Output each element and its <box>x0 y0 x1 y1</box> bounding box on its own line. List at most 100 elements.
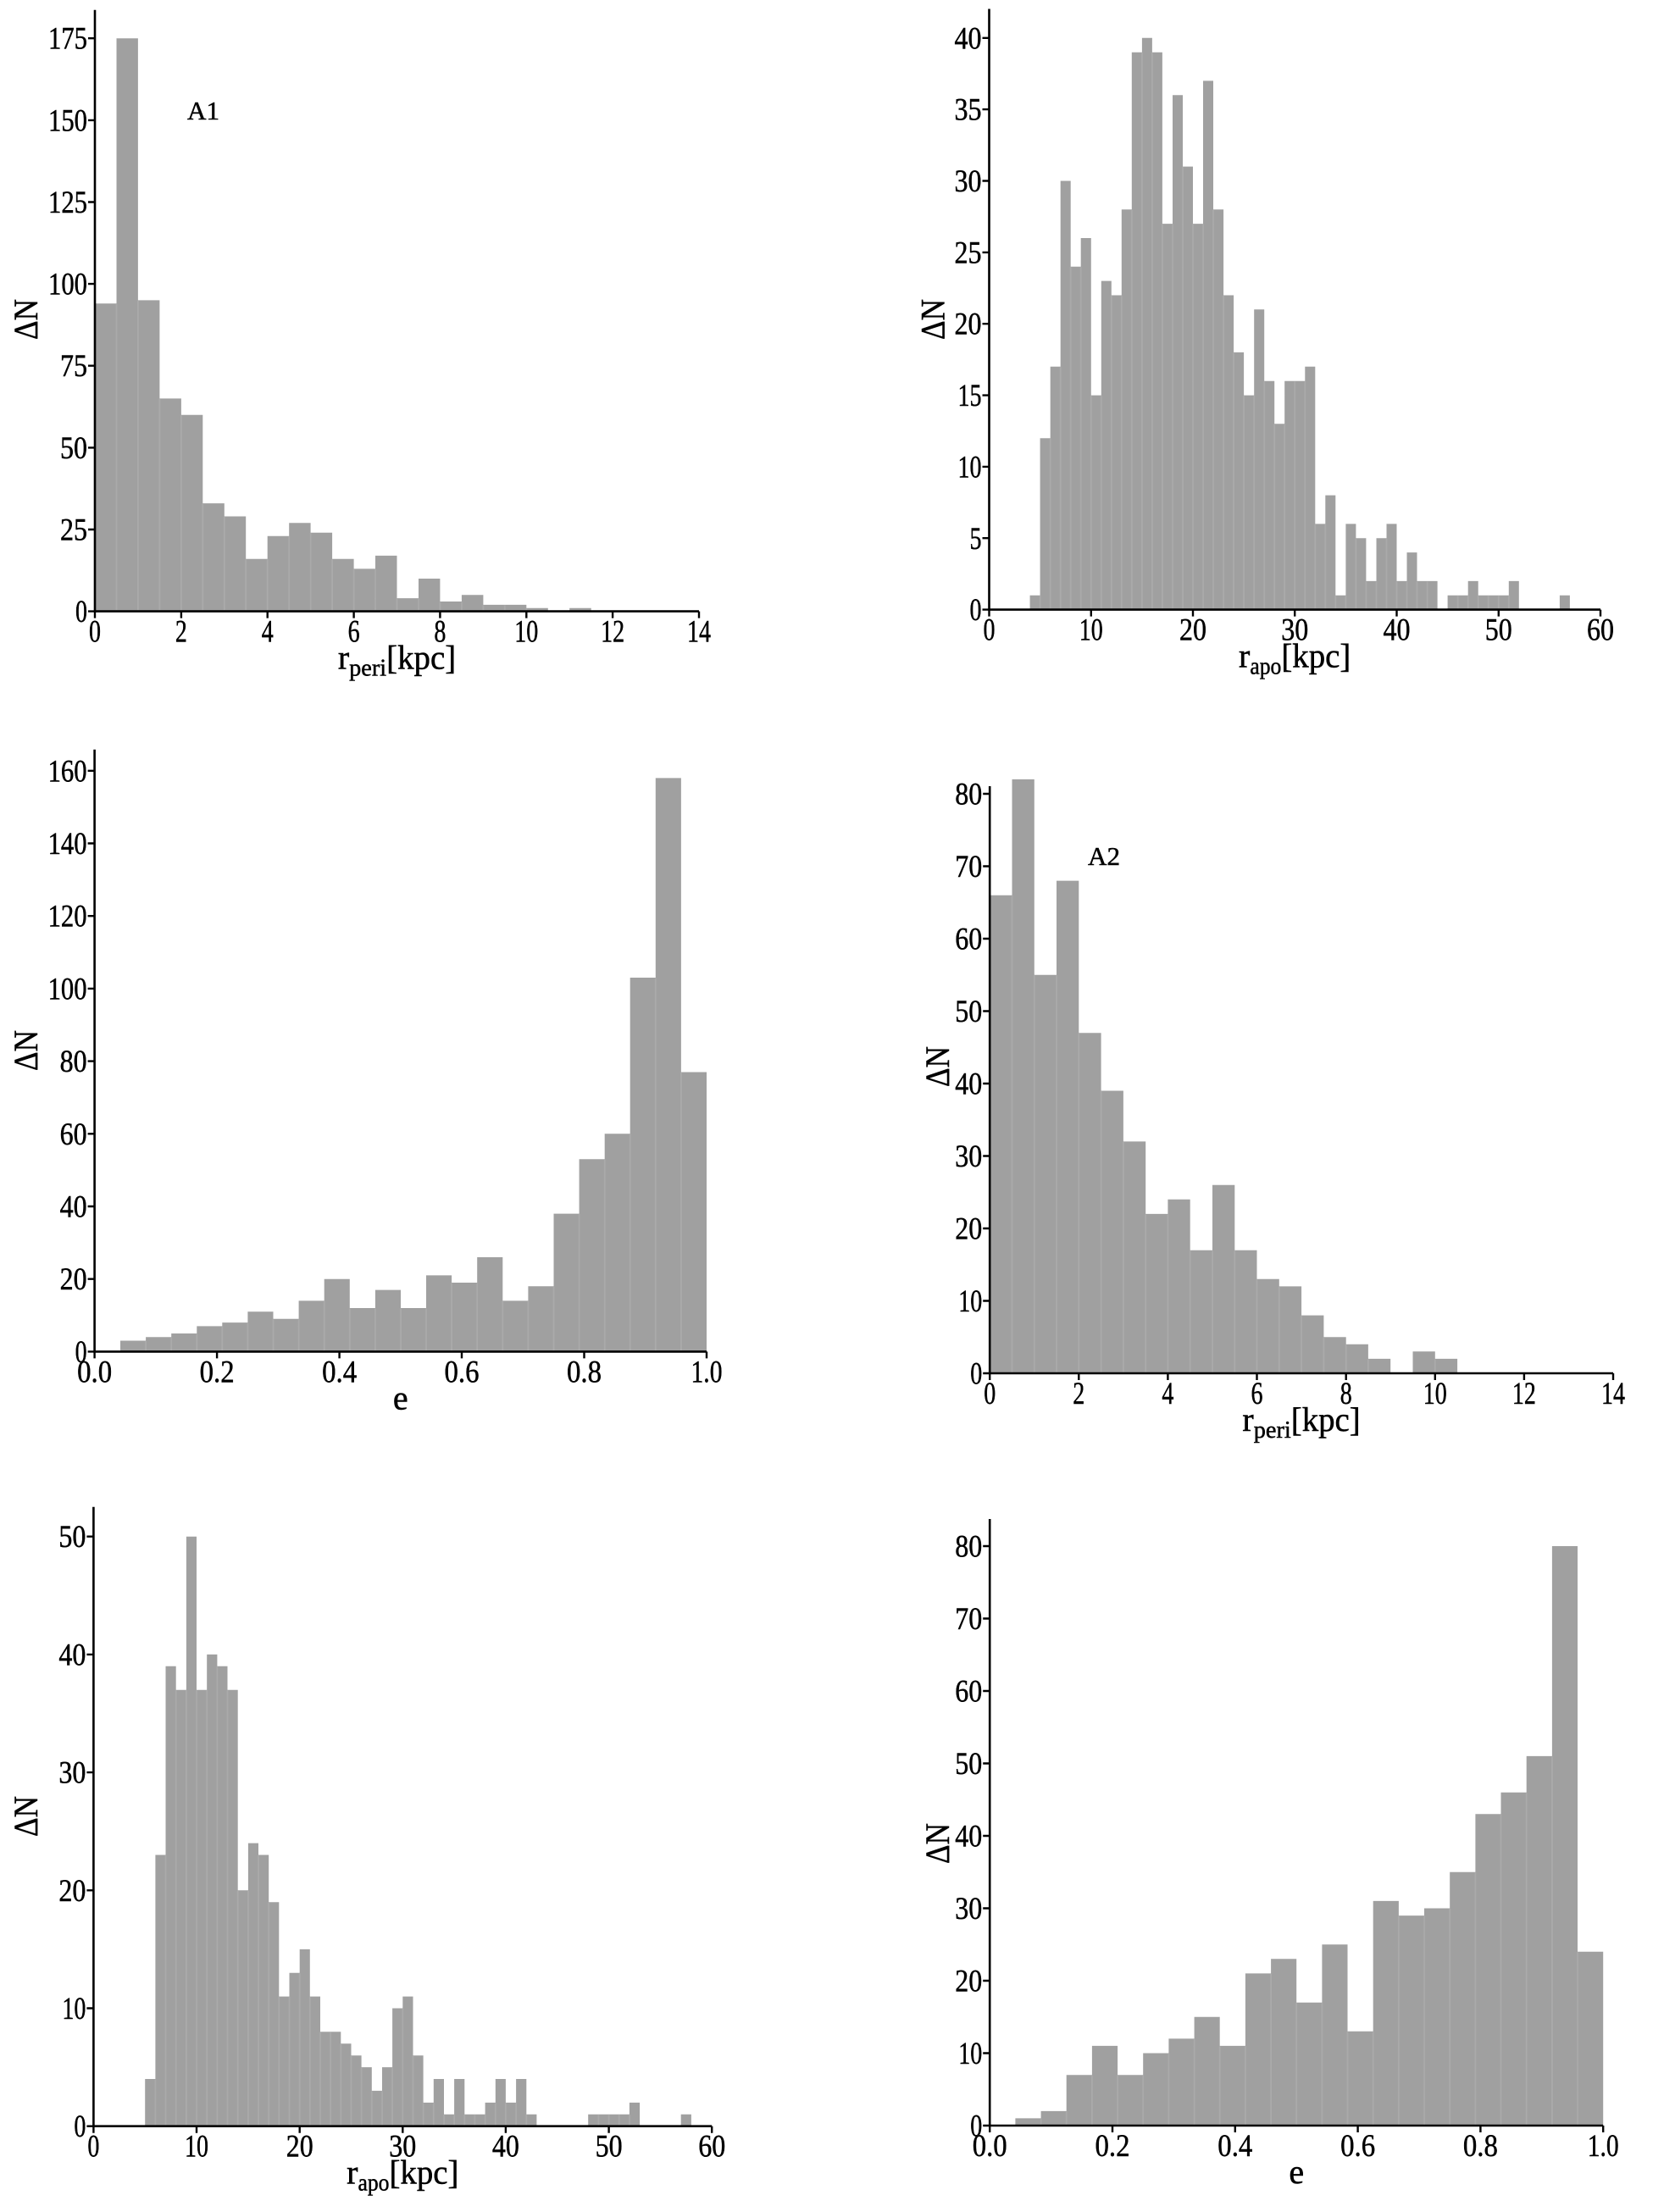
svg-text:20: 20 <box>58 1874 86 1909</box>
svg-text:10: 10 <box>62 1992 86 2026</box>
svg-text:0: 0 <box>970 1357 982 1392</box>
svg-text:30: 30 <box>58 1756 86 1791</box>
svg-text:40: 40 <box>955 1067 982 1102</box>
svg-text:0: 0 <box>89 615 101 650</box>
svg-text:ΔN: ΔN <box>7 1796 45 1837</box>
svg-text:0.8: 0.8 <box>1463 2129 1498 2164</box>
svg-text:rapo[kpc]: rapo[kpc] <box>1239 637 1351 680</box>
svg-text:30: 30 <box>389 2130 416 2165</box>
svg-text:5: 5 <box>970 522 982 557</box>
svg-text:50: 50 <box>955 1747 982 1782</box>
svg-text:50: 50 <box>596 2130 623 2165</box>
svg-text:20: 20 <box>1179 613 1206 648</box>
svg-text:ΔN: ΔN <box>918 1046 957 1087</box>
svg-text:30: 30 <box>1281 613 1308 648</box>
svg-text:20: 20 <box>955 1965 982 1999</box>
svg-text:0.6: 0.6 <box>1340 2129 1375 2164</box>
svg-text:20: 20 <box>60 1262 87 1297</box>
svg-text:70: 70 <box>955 1602 982 1637</box>
svg-text:10: 10 <box>958 2037 982 2071</box>
svg-text:0.6: 0.6 <box>445 1355 480 1389</box>
svg-text:50: 50 <box>1485 613 1512 648</box>
svg-text:A2: A2 <box>1088 841 1120 871</box>
svg-text:40: 40 <box>60 1190 87 1225</box>
svg-text:15: 15 <box>958 379 982 413</box>
svg-text:60: 60 <box>1587 613 1614 648</box>
svg-text:8: 8 <box>1340 1377 1352 1411</box>
svg-text:10: 10 <box>1423 1377 1447 1411</box>
svg-text:0.0: 0.0 <box>77 1355 112 1389</box>
svg-text:10: 10 <box>185 2130 208 2165</box>
svg-text:0.8: 0.8 <box>567 1355 602 1389</box>
svg-text:0: 0 <box>75 595 87 629</box>
svg-text:12: 12 <box>1512 1377 1536 1411</box>
svg-text:30: 30 <box>955 1139 982 1174</box>
svg-text:20: 20 <box>286 2130 313 2165</box>
svg-text:35: 35 <box>955 93 982 128</box>
svg-text:70: 70 <box>955 850 982 884</box>
svg-text:0: 0 <box>984 1377 996 1411</box>
svg-text:150: 150 <box>48 103 87 138</box>
svg-text:30: 30 <box>955 1892 982 1926</box>
svg-text:1.0: 1.0 <box>1588 2129 1619 2164</box>
svg-text:60: 60 <box>955 1675 982 1710</box>
svg-text:14: 14 <box>687 615 711 650</box>
svg-text:100: 100 <box>48 268 87 302</box>
svg-text:e: e <box>1289 2153 1304 2191</box>
svg-text:ΔN: ΔN <box>914 299 952 340</box>
svg-text:175: 175 <box>48 22 87 57</box>
svg-text:80: 80 <box>60 1045 87 1079</box>
svg-text:0.0: 0.0 <box>973 2129 1007 2164</box>
svg-text:75: 75 <box>60 349 87 384</box>
svg-text:0.2: 0.2 <box>1095 2129 1130 2164</box>
svg-text:2: 2 <box>1073 1377 1084 1411</box>
svg-text:rperi[kpc]: rperi[kpc] <box>1242 1400 1360 1444</box>
svg-text:50: 50 <box>60 431 87 466</box>
svg-text:10: 10 <box>1079 613 1103 648</box>
svg-text:0: 0 <box>87 2130 99 2165</box>
svg-text:0.4: 0.4 <box>322 1355 357 1389</box>
svg-text:80: 80 <box>955 1530 982 1565</box>
svg-text:14: 14 <box>1601 1377 1625 1411</box>
svg-text:ΔN: ΔN <box>7 1030 45 1071</box>
svg-text:125: 125 <box>48 186 87 220</box>
svg-text:100: 100 <box>48 972 87 1006</box>
svg-text:12: 12 <box>601 615 624 650</box>
svg-text:10: 10 <box>514 615 538 650</box>
svg-text:0.4: 0.4 <box>1217 2129 1252 2164</box>
svg-text:40: 40 <box>955 21 982 56</box>
svg-text:4: 4 <box>1162 1377 1173 1411</box>
svg-text:ΔN: ΔN <box>7 299 45 340</box>
svg-text:40: 40 <box>492 2130 519 2165</box>
svg-text:6: 6 <box>348 615 360 650</box>
svg-text:25: 25 <box>60 513 87 548</box>
svg-text:20: 20 <box>955 1212 982 1247</box>
svg-text:0: 0 <box>970 593 982 628</box>
svg-text:8: 8 <box>434 615 446 650</box>
svg-text:0.2: 0.2 <box>200 1355 235 1389</box>
svg-text:10: 10 <box>958 1284 982 1319</box>
svg-text:60: 60 <box>60 1117 87 1152</box>
svg-text:4: 4 <box>262 615 274 650</box>
svg-text:ΔN: ΔN <box>918 1823 957 1864</box>
svg-text:50: 50 <box>955 995 982 1029</box>
svg-text:60: 60 <box>955 923 982 957</box>
svg-text:2: 2 <box>175 615 187 650</box>
svg-text:0: 0 <box>74 2109 86 2144</box>
svg-text:1.0: 1.0 <box>691 1355 723 1389</box>
svg-text:160: 160 <box>48 754 87 789</box>
svg-text:140: 140 <box>48 827 87 862</box>
svg-text:6: 6 <box>1251 1377 1263 1411</box>
svg-text:60: 60 <box>698 2130 725 2165</box>
svg-text:10: 10 <box>958 450 982 485</box>
svg-text:0: 0 <box>75 1335 87 1370</box>
svg-text:0: 0 <box>970 2109 982 2144</box>
svg-text:40: 40 <box>1384 613 1411 648</box>
svg-text:rperi[kpc]: rperi[kpc] <box>338 639 456 682</box>
svg-text:50: 50 <box>58 1520 86 1555</box>
svg-text:40: 40 <box>955 1820 982 1854</box>
svg-text:rapo[kpc]: rapo[kpc] <box>347 2154 458 2197</box>
svg-text:30: 30 <box>955 164 982 199</box>
svg-text:120: 120 <box>48 900 87 934</box>
svg-text:20: 20 <box>955 308 982 342</box>
